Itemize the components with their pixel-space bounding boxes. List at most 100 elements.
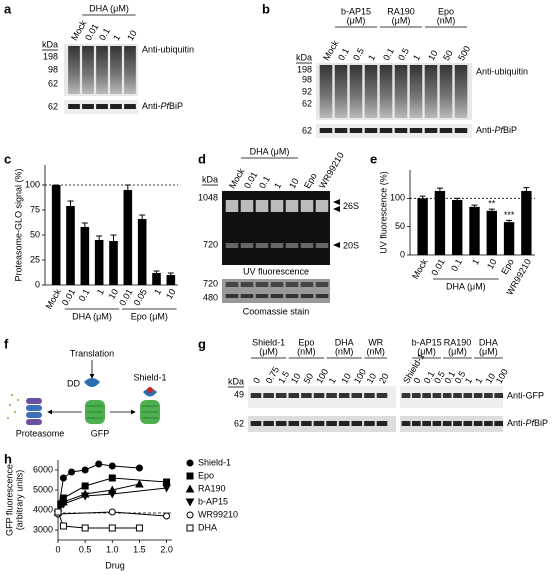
band	[300, 294, 314, 298]
band	[394, 128, 408, 133]
group-label: (nM)	[437, 15, 456, 25]
legend-label: DHA	[198, 522, 217, 532]
band	[255, 294, 269, 298]
lane-label: 1	[463, 376, 474, 385]
band	[270, 294, 284, 298]
significance: ***	[504, 210, 515, 220]
x-tick-label: 0.05	[132, 287, 149, 307]
smear	[319, 65, 333, 118]
band	[300, 282, 314, 287]
y-tick-label: 75	[30, 204, 40, 214]
x-tick-label: 1.5	[133, 544, 146, 554]
band	[453, 421, 462, 426]
smear	[349, 65, 363, 118]
blot-label-part: Anti-	[507, 418, 526, 428]
legend-label: RA190	[198, 483, 226, 493]
diagram-label: Shield-1	[133, 372, 166, 382]
panel-letter: g	[198, 336, 206, 351]
y-tick-label: 100	[390, 193, 405, 203]
band-label: 26S	[343, 201, 359, 211]
point	[81, 524, 89, 532]
blot-label: Anti-GFP	[507, 390, 544, 400]
significance: **	[488, 198, 496, 208]
y-tick-label: 6000	[33, 464, 53, 474]
band	[424, 128, 438, 133]
group-label: Epo (μM)	[131, 311, 168, 321]
x-tick-label: 1	[152, 287, 163, 296]
bar	[166, 275, 176, 285]
error-bar	[454, 197, 461, 201]
group-label: (μM)	[479, 346, 498, 356]
x-tick-label: 1.0	[106, 544, 119, 554]
error-bar	[139, 214, 146, 219]
point	[81, 482, 89, 490]
band-20s	[225, 243, 239, 248]
blot-label: Anti-ubiquitin	[476, 66, 528, 76]
band	[225, 282, 239, 287]
band-26s	[285, 200, 299, 212]
mw-marker: 92	[302, 86, 312, 96]
band	[409, 128, 423, 133]
lane-label: 10	[287, 177, 301, 191]
point	[80, 492, 90, 501]
mw-marker: 480	[203, 292, 218, 302]
legend-symbol	[186, 524, 194, 532]
mw-marker: 98	[302, 74, 312, 84]
band	[82, 104, 94, 109]
band-20s	[270, 243, 284, 248]
smear	[394, 65, 408, 118]
group-label: Shield-1	[252, 337, 285, 347]
band-20s	[285, 243, 299, 248]
band	[313, 393, 325, 398]
band	[270, 282, 284, 287]
error-bar	[110, 234, 117, 241]
band-arrow	[333, 242, 340, 248]
lane-label: 0.1	[257, 174, 272, 190]
band	[263, 421, 274, 426]
smear	[124, 46, 136, 94]
blot-label-part: BiP	[169, 101, 183, 111]
band-20s	[255, 243, 269, 248]
gel-caption: Coomassie stain	[243, 306, 310, 316]
point	[108, 524, 116, 532]
point	[163, 478, 171, 486]
band-26s	[255, 200, 269, 212]
x-tick-label: 0.01	[60, 287, 77, 307]
diagram-label: Translation	[70, 348, 114, 358]
group-label: (μM)	[417, 346, 436, 356]
lane-label: 1	[366, 53, 377, 62]
lane-label: 50	[441, 49, 455, 63]
diagram-label: Proteasome	[16, 428, 65, 438]
x-tick-label: Epo	[499, 257, 516, 276]
smear	[110, 46, 122, 94]
y-tick-label: 5000	[33, 484, 53, 494]
band	[364, 393, 375, 398]
lane-label: 0	[251, 376, 262, 385]
band	[364, 128, 378, 133]
group-label: RA190	[387, 6, 415, 16]
error-bar	[153, 270, 160, 273]
band	[376, 421, 388, 426]
panel-letter: a	[4, 1, 12, 16]
panel-letter: b	[262, 1, 270, 16]
blot-label-part: BiP	[534, 418, 548, 428]
band	[411, 421, 421, 426]
bar	[417, 198, 428, 255]
mw-marker: 720	[203, 278, 218, 288]
band	[422, 393, 431, 398]
band	[326, 421, 337, 426]
lane-label: 100	[494, 367, 510, 385]
x-tick-label: 10	[107, 287, 121, 301]
fit-line	[57, 511, 140, 529]
error-bar	[167, 272, 174, 275]
y-tick-label: 3000	[33, 524, 53, 534]
legend-symbol	[186, 459, 194, 467]
group-label: DHA (μM)	[446, 281, 486, 291]
band	[494, 421, 504, 426]
smear	[454, 65, 468, 118]
lane-label: 1	[272, 181, 283, 190]
band	[494, 393, 504, 398]
band-26s	[315, 200, 329, 212]
group-label: DHA	[335, 337, 354, 347]
band	[454, 128, 468, 133]
